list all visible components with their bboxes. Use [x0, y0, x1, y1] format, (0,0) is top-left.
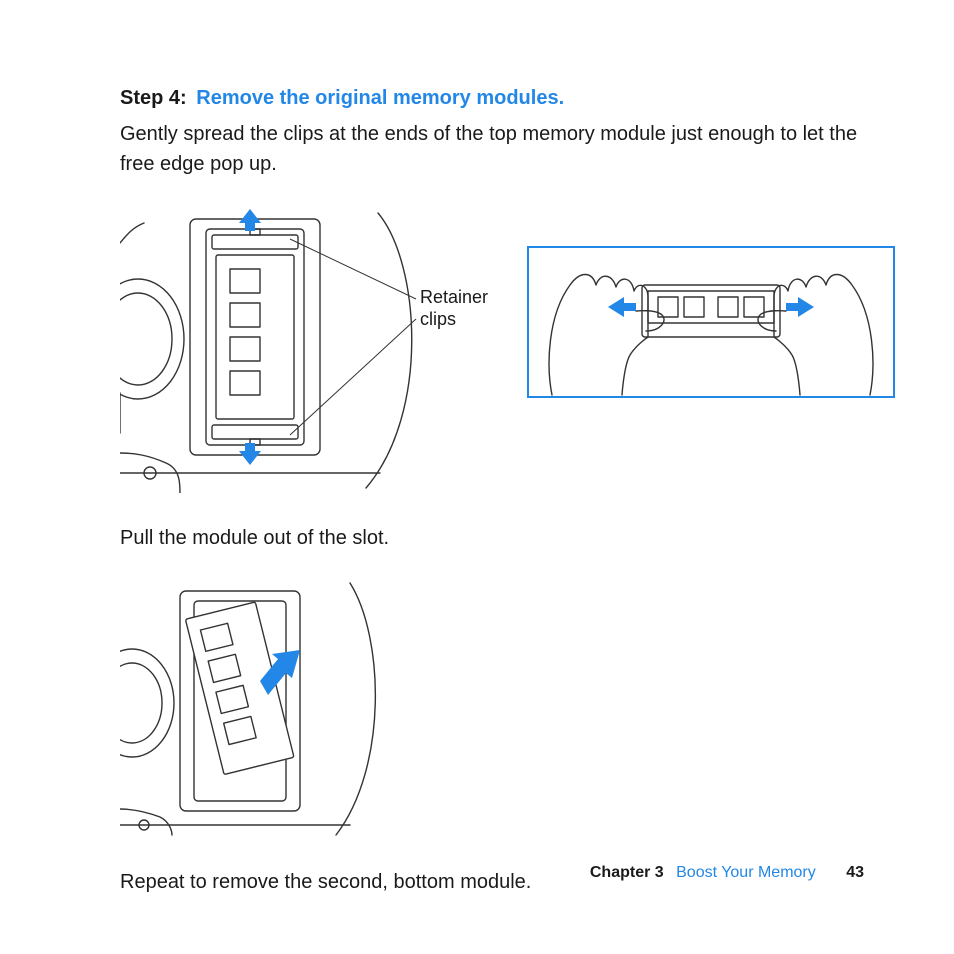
- intro-paragraph: Gently spread the clips at the ends of t…: [120, 119, 884, 179]
- module-lift-svg: [120, 577, 400, 837]
- step-title: Remove the original memory modules.: [196, 87, 564, 109]
- figure-hands-spread: [526, 245, 896, 415]
- hands-spread-svg: [526, 245, 896, 415]
- pull-paragraph: Pull the module out of the slot.: [120, 523, 884, 553]
- footer-page-number: 43: [846, 864, 864, 881]
- figure-module-clips: Retainer clips: [120, 203, 490, 493]
- figure-row-1: Retainer clips: [120, 203, 884, 493]
- callout-retainer: Retainer: [420, 287, 488, 307]
- manual-page: Step 4: Remove the original memory modul…: [0, 0, 954, 954]
- figure-module-lift: [120, 577, 400, 837]
- step-heading: Step 4: Remove the original memory modul…: [120, 84, 884, 113]
- page-footer: Chapter 3 Boost Your Memory 43: [590, 864, 864, 882]
- footer-chapter-label: Chapter 3: [590, 864, 664, 881]
- step-number: Step 4:: [120, 87, 187, 109]
- module-clips-svg: Retainer clips: [120, 203, 490, 493]
- footer-chapter-title: Boost Your Memory: [676, 864, 816, 881]
- callout-clips: clips: [420, 309, 456, 329]
